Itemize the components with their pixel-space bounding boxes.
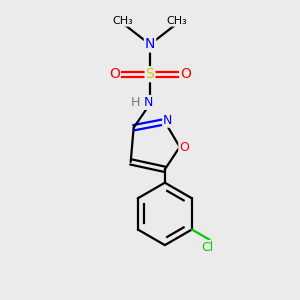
- Text: S: S: [146, 67, 154, 81]
- Text: H: H: [130, 96, 140, 109]
- Text: N: N: [163, 114, 172, 127]
- Text: O: O: [180, 67, 191, 81]
- Text: O: O: [179, 140, 189, 154]
- Text: N: N: [145, 38, 155, 52]
- Text: O: O: [109, 67, 120, 81]
- Text: Cl: Cl: [201, 241, 213, 254]
- Text: CH₃: CH₃: [113, 16, 134, 26]
- Text: N: N: [144, 96, 153, 109]
- Text: CH₃: CH₃: [167, 16, 187, 26]
